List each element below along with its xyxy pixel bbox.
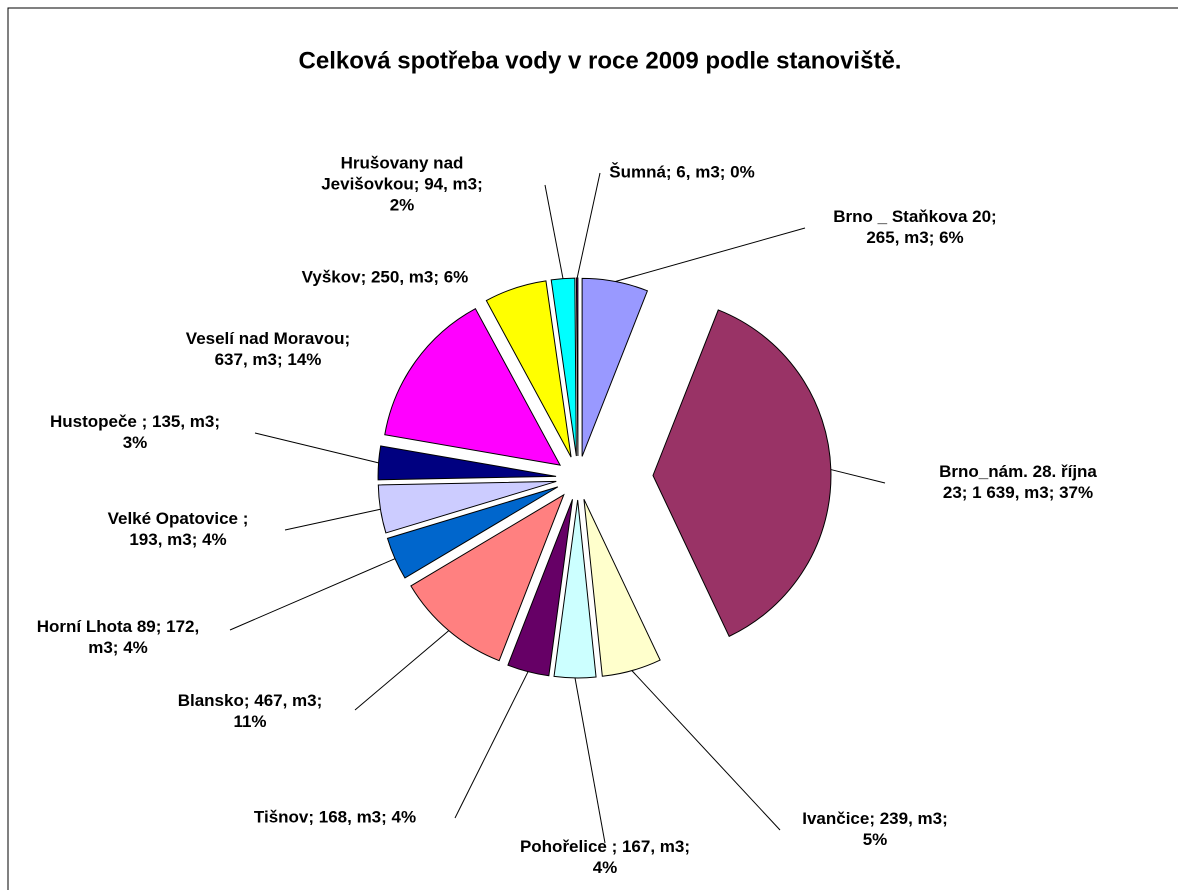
data-label: Brno_nám. 28. října [939, 462, 1097, 481]
leader-line [615, 227, 806, 282]
leader-line [576, 172, 601, 279]
data-label: Pohořelice ; 167, m3; [520, 837, 690, 856]
pie-slice [583, 498, 661, 677]
data-label: Hrušovany nad [341, 153, 464, 172]
leader-line [229, 558, 396, 631]
pie-slice [581, 277, 649, 457]
data-label: 193, m3; 4% [129, 530, 226, 549]
data-label: Veselí nad Moravou; [186, 329, 350, 348]
data-label: Velké Opatovice ; [108, 509, 249, 528]
data-label: Jevišovkou; 94, m3; [321, 174, 483, 193]
leader-line [830, 469, 886, 484]
data-label: Šumná; 6, m3; 0% [609, 162, 755, 181]
pie-slice [377, 480, 557, 534]
leader-line [544, 184, 564, 279]
pie-slice [553, 499, 597, 679]
data-label: Hustopeče ; 135, m3; [50, 412, 220, 431]
data-label: m3; 4% [88, 638, 148, 657]
data-label: 11% [233, 712, 266, 731]
pie-slice [386, 486, 559, 579]
data-label: 5% [863, 830, 888, 849]
data-label: Vyškov; 250, m3; 6% [302, 267, 469, 286]
data-label: Ivančice; 239, m3; [802, 809, 948, 828]
pie-slice [410, 493, 565, 662]
leader-line [574, 677, 606, 844]
data-label: 4% [593, 858, 618, 877]
pie-slice [507, 499, 574, 677]
pie-slice [550, 277, 577, 457]
data-label: 3% [123, 433, 148, 452]
data-label: Horní Lhota 89; 172, [37, 617, 199, 636]
data-label: 637, m3; 14% [215, 350, 322, 369]
chart-title: Celková spotřeba vody v roce 2009 podle … [299, 47, 902, 74]
data-label: Tišnov; 168, m3; 4% [254, 807, 416, 826]
data-label: 265, m3; 6% [866, 228, 963, 247]
data-label: Blansko; 467, m3; [178, 691, 323, 710]
data-label: 23; 1 639, m3; 37% [943, 483, 1093, 502]
leader-line [454, 671, 529, 819]
leader-line [284, 508, 381, 531]
leader-line [631, 670, 781, 831]
data-label: Brno _ Staňkova 20; [833, 207, 996, 226]
pie-slice [485, 280, 572, 458]
pie-slice [384, 307, 562, 466]
leader-line [254, 432, 379, 464]
leader-line [354, 630, 450, 711]
data-label: 2% [390, 195, 415, 214]
chart-border [7, 7, 1178, 890]
pie-slice [575, 277, 579, 457]
